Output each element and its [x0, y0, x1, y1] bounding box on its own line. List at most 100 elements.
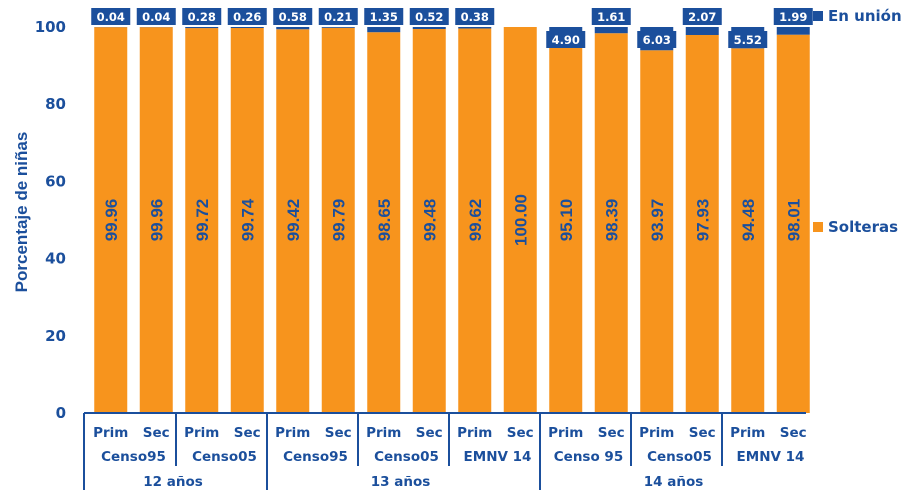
en-union-value-label: 0.28	[188, 10, 216, 24]
y-axis-title: Porcentaje de niñas	[12, 132, 31, 293]
bar-en-union	[230, 27, 264, 29]
en-union-label-box	[682, 8, 722, 25]
age-group-label: 13 años	[371, 474, 431, 490]
bar-solteras	[367, 32, 401, 413]
en-union-value-label: 1.61	[597, 10, 625, 24]
age-group-label: 12 años	[143, 474, 203, 490]
en-union-label-box	[728, 31, 768, 48]
bar-solteras	[731, 48, 765, 414]
category-label: Prim	[548, 425, 583, 441]
source-group-label: Censo95	[101, 449, 166, 465]
y-tick-label: 100	[35, 18, 66, 36]
bar-solteras	[139, 27, 173, 414]
en-union-label-box	[409, 8, 449, 25]
en-union-value-label: 0.38	[461, 10, 489, 24]
y-tick-label: 60	[45, 172, 66, 190]
en-union-label-box	[318, 8, 358, 25]
legend-label-en-union: En unión	[828, 7, 902, 25]
age-group-label: 14 años	[644, 474, 704, 490]
y-tick-label: 80	[45, 95, 66, 113]
category-label: Prim	[457, 425, 492, 441]
bar-solteras	[503, 27, 537, 413]
bar-solteras	[185, 28, 219, 413]
solteras-value-label: 99.42	[284, 199, 303, 242]
solteras-value-label: 99.48	[420, 199, 439, 242]
category-label: Prim	[184, 425, 219, 441]
bar-solteras	[776, 34, 810, 414]
source-group-label: Censo05	[647, 449, 712, 465]
category-label: Sec	[234, 425, 261, 441]
source-group-label: EMNV 14	[737, 449, 805, 465]
y-tick-label: 0	[56, 404, 66, 422]
category-label: Sec	[689, 425, 716, 441]
bar-solteras	[458, 28, 492, 414]
category-label: Sec	[416, 425, 443, 441]
category-label: Prim	[275, 425, 310, 441]
legend-swatch-solteras	[813, 222, 823, 232]
source-group-label: Censo95	[283, 449, 348, 465]
en-union-label-box	[182, 8, 222, 25]
solteras-value-label: 99.72	[193, 199, 212, 242]
solteras-value-label: 100.00	[511, 194, 530, 246]
en-union-label-box	[227, 8, 267, 25]
bar-solteras	[594, 33, 628, 413]
en-union-label-box	[637, 31, 677, 48]
solteras-value-label: 99.96	[147, 199, 166, 242]
bar-solteras	[321, 27, 355, 413]
bar-en-union	[594, 27, 628, 34]
solteras-value-label: 99.79	[329, 199, 348, 242]
en-union-label-box	[136, 8, 176, 25]
bar-en-union	[685, 27, 719, 35]
category-label: Sec	[780, 425, 807, 441]
bar-en-union	[776, 27, 810, 35]
category-label: Prim	[366, 425, 401, 441]
en-union-value-label: 6.03	[643, 33, 671, 47]
y-tick-label: 40	[45, 250, 66, 268]
en-union-value-label: 0.04	[97, 10, 125, 24]
en-union-value-label: 1.35	[370, 10, 398, 24]
category-label: Sec	[143, 425, 170, 441]
en-union-label-box	[273, 8, 313, 25]
en-union-value-label: 1.99	[779, 10, 807, 24]
en-union-label-box	[455, 8, 495, 25]
en-union-value-label: 4.90	[552, 33, 580, 47]
bar-en-union	[458, 27, 492, 29]
en-union-label-box	[91, 8, 131, 25]
category-label: Prim	[93, 425, 128, 441]
source-group-label: Censo05	[374, 449, 439, 465]
en-union-value-label: 0.21	[324, 10, 352, 24]
en-union-label-box	[546, 31, 586, 48]
solteras-value-label: 97.93	[693, 199, 712, 242]
en-union-value-label: 0.04	[142, 10, 170, 24]
solteras-value-label: 98.01	[784, 199, 803, 242]
en-union-value-label: 2.07	[688, 10, 716, 24]
en-union-value-label: 0.58	[279, 10, 307, 24]
category-label: Sec	[507, 425, 534, 441]
bar-solteras	[685, 34, 719, 413]
en-union-value-label: 0.52	[415, 10, 443, 24]
solteras-value-label: 95.10	[557, 199, 576, 242]
en-union-value-label: 5.52	[734, 33, 762, 47]
bar-en-union	[321, 27, 355, 28]
category-label: Prim	[639, 425, 674, 441]
solteras-value-label: 98.39	[602, 199, 621, 242]
category-label: Sec	[598, 425, 625, 441]
bar-en-union	[412, 27, 446, 30]
source-group-label: EMNV 14	[464, 449, 532, 465]
bar-solteras	[412, 29, 446, 413]
bar-en-union	[367, 27, 401, 33]
en-union-label-box	[591, 8, 631, 25]
en-union-label-box	[364, 8, 404, 25]
solteras-value-label: 99.74	[238, 198, 257, 241]
solteras-value-label: 93.97	[648, 199, 667, 242]
solteras-value-label: 98.65	[375, 199, 394, 242]
legend-swatch-en-union	[813, 11, 823, 21]
category-label: Prim	[730, 425, 765, 441]
solteras-value-label: 94.48	[739, 199, 758, 242]
y-tick-label: 20	[45, 327, 66, 345]
bar-solteras	[640, 50, 674, 414]
bar-solteras	[94, 27, 128, 414]
bar-en-union	[185, 27, 219, 29]
bar-en-union	[276, 27, 310, 30]
